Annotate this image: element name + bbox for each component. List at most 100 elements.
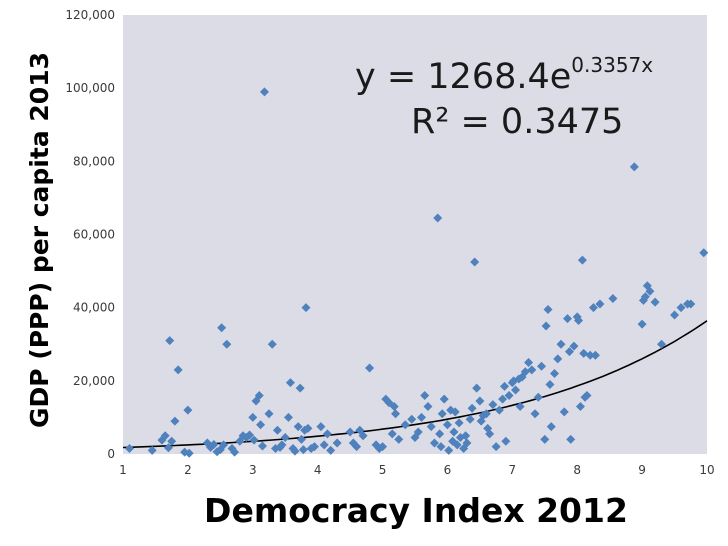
- data-point: [452, 440, 462, 450]
- data-point: [595, 299, 605, 309]
- x-tick-label: 7: [509, 463, 517, 477]
- data-point: [575, 401, 585, 411]
- y-tick-label: 60,000: [73, 228, 115, 242]
- plot-area: [123, 15, 707, 454]
- x-tick-label: 4: [314, 463, 322, 477]
- data-point: [420, 390, 430, 400]
- data-point: [475, 396, 485, 406]
- data-point: [546, 422, 556, 432]
- data-point: [444, 445, 454, 455]
- data-point: [439, 394, 449, 404]
- data-point: [550, 369, 560, 379]
- data-point: [435, 429, 445, 439]
- data-point: [272, 425, 282, 435]
- data-point: [167, 436, 177, 446]
- data-point: [407, 414, 417, 424]
- data-point: [585, 350, 595, 360]
- data-point: [579, 348, 589, 358]
- data-point: [433, 213, 443, 223]
- data-point: [184, 448, 194, 458]
- data-point: [416, 412, 426, 422]
- data-point: [472, 383, 482, 393]
- data-point: [454, 418, 464, 428]
- data-point: [504, 390, 514, 400]
- data-point: [500, 381, 510, 391]
- data-point: [515, 401, 525, 411]
- data-point: [358, 431, 368, 441]
- data-point: [183, 405, 193, 415]
- data-point: [163, 443, 173, 453]
- data-point: [259, 87, 269, 97]
- data-point: [588, 303, 598, 313]
- data-point: [537, 361, 547, 371]
- data-point: [637, 319, 647, 329]
- y-tick-label: 100,000: [65, 81, 115, 95]
- data-point: [394, 434, 404, 444]
- data-point: [365, 363, 375, 373]
- data-point: [650, 297, 660, 307]
- data-point: [564, 347, 574, 357]
- data-point: [332, 438, 342, 448]
- data-point: [280, 433, 290, 443]
- data-point: [670, 310, 680, 320]
- data-point: [249, 435, 259, 445]
- data-point: [413, 427, 423, 437]
- data-point: [217, 323, 227, 333]
- data-point: [590, 350, 600, 360]
- y-tick-label: 120,000: [65, 8, 115, 22]
- data-point: [686, 299, 696, 309]
- data-point: [582, 390, 592, 400]
- data-point: [569, 341, 579, 351]
- y-tick-label: 20,000: [73, 374, 115, 388]
- data-point: [562, 314, 572, 324]
- x-axis: 1 2 3 4 5 6 7 8 9 10: [119, 463, 714, 477]
- data-point: [559, 407, 569, 417]
- data-point: [423, 401, 433, 411]
- data-point: [465, 414, 475, 424]
- data-point: [389, 401, 399, 411]
- x-tick-label: 9: [638, 463, 646, 477]
- data-point: [326, 445, 336, 455]
- data-point: [676, 303, 686, 313]
- data-point: [449, 427, 459, 437]
- data-point: [147, 445, 157, 455]
- data-point: [277, 440, 287, 450]
- data-point: [426, 422, 436, 432]
- y-axis: 0 20,000 40,000 60,000 80,000 100,000 120,000: [65, 8, 115, 461]
- x-tick-label: 5: [379, 463, 387, 477]
- x-tick-label: 10: [699, 463, 714, 477]
- data-point: [264, 409, 274, 419]
- data-point: [450, 407, 460, 417]
- data-point: [248, 412, 258, 422]
- data-point: [657, 339, 667, 349]
- data-point: [545, 379, 555, 389]
- exponential-trendline: [122, 320, 708, 449]
- data-point: [296, 434, 306, 444]
- data-point: [124, 444, 134, 454]
- data-point: [290, 446, 300, 456]
- x-tick-label: 3: [249, 463, 257, 477]
- x-tick-label: 6: [444, 463, 452, 477]
- data-point: [378, 442, 388, 452]
- data-point: [462, 438, 472, 448]
- data-point: [520, 367, 530, 377]
- data-point: [258, 441, 268, 451]
- trendline-equation: y = 1268.4e0.3357x: [355, 53, 653, 97]
- data-point: [640, 292, 650, 302]
- data-point: [352, 442, 362, 452]
- data-point: [322, 429, 332, 439]
- trendline-equation-exponent: 0.3357x: [571, 53, 653, 77]
- data-point: [283, 412, 293, 422]
- data-point: [481, 409, 491, 419]
- data-point: [527, 365, 537, 375]
- y-axis-title: GDP (PPP) per capita 2013: [25, 52, 54, 428]
- data-point: [209, 439, 219, 449]
- data-point: [256, 420, 266, 430]
- data-point: [295, 383, 305, 393]
- data-point: [566, 434, 576, 444]
- y-tick-label: 40,000: [73, 301, 115, 315]
- data-point: [400, 420, 410, 430]
- data-point: [254, 390, 264, 400]
- data-point: [170, 416, 180, 426]
- data-point: [467, 403, 477, 413]
